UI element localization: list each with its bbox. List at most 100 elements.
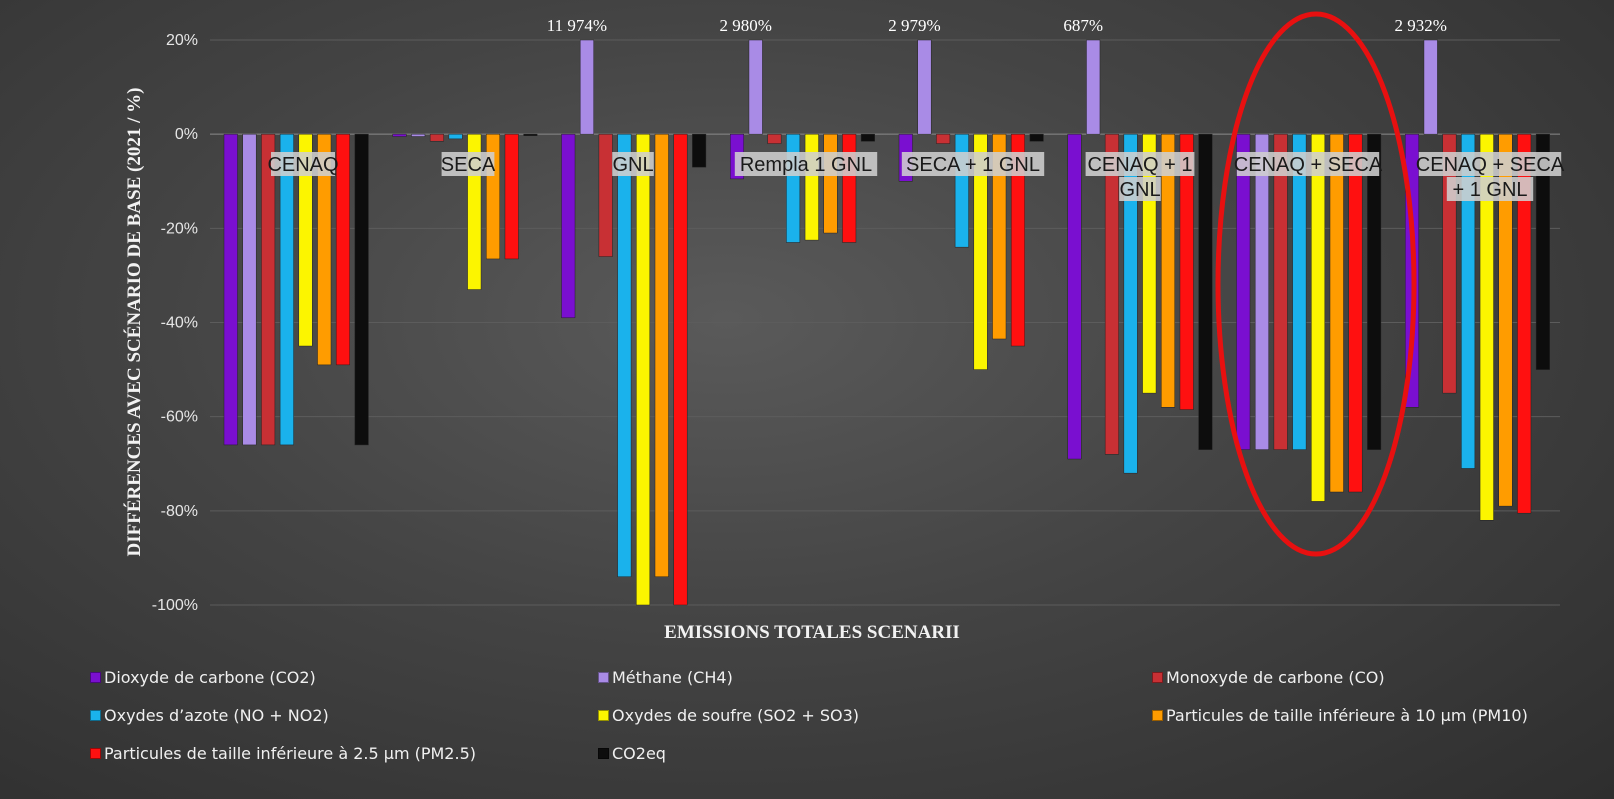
bar: [748, 39, 763, 135]
y-axis-title: DIFFÉRENCES AVEC SCÉNARIO DE BASE (2021 …: [123, 88, 145, 557]
category-label-box: [1085, 152, 1195, 176]
bar: [429, 133, 444, 142]
category-label-box: [734, 152, 878, 176]
legend-item: Monoxyde de carbone (CO): [1152, 668, 1385, 687]
legend-item: Oxydes de soufre (SO2 + SO3): [598, 706, 859, 725]
legend-label: Particules de taille inférieure à 2.5 µm…: [104, 744, 476, 763]
bar: [1535, 133, 1550, 370]
bar: [992, 133, 1007, 340]
legend-swatch: [598, 710, 609, 721]
bar: [804, 133, 819, 241]
bar: [523, 133, 538, 136]
category-label-box: [1418, 152, 1562, 176]
bar: [1067, 133, 1082, 460]
x-axis-title: EMISSIONS TOTALES SCENARII: [664, 622, 960, 643]
bar: [823, 133, 838, 234]
legend-swatch: [90, 672, 101, 683]
bar: [561, 133, 576, 319]
bar: [354, 133, 369, 446]
legend-item: Méthane (CH4): [598, 668, 733, 687]
bar: [335, 133, 350, 366]
y-tick-label: -60%: [161, 409, 198, 426]
bar: [411, 133, 426, 137]
legend-item: Oxydes d’azote (NO + NO2): [90, 706, 329, 725]
bar: [842, 133, 857, 243]
legend-label: Dioxyde de carbone (CO2): [104, 668, 316, 687]
bar: [917, 39, 932, 135]
category-label: CENAQ + 1: [1087, 154, 1192, 176]
bar: [504, 133, 519, 260]
category-label: GNL: [612, 154, 653, 176]
bar: [1461, 133, 1476, 469]
bar: [767, 133, 782, 144]
bar: [936, 133, 951, 144]
y-tick-label: 20%: [166, 32, 198, 49]
category-label-box: [1446, 177, 1534, 201]
legend-label: Méthane (CH4): [612, 668, 733, 687]
legend-swatch: [90, 710, 101, 721]
bar: [1123, 133, 1138, 474]
bar: [1423, 39, 1438, 135]
category-label-box: [612, 152, 654, 176]
legend-item: Particules de taille inférieure à 10 µm …: [1152, 706, 1528, 725]
category-label: GNL: [1119, 179, 1160, 201]
category-label: CENAQ + SECA: [1234, 154, 1383, 176]
bar: [636, 133, 651, 606]
legend-swatch: [1152, 672, 1163, 683]
bar: [448, 133, 463, 140]
bar: [1179, 133, 1194, 410]
y-tick-label: -40%: [161, 315, 198, 332]
overflow-label: 2 932%: [1394, 16, 1446, 35]
y-tick-label: -100%: [152, 597, 198, 614]
category-label-box: [1236, 152, 1380, 176]
legend-label: Oxydes de soufre (SO2 + SO3): [612, 706, 860, 725]
legend-swatch: [598, 748, 609, 759]
category-label: SECA + 1 GNL: [906, 154, 1040, 176]
bar: [1104, 133, 1119, 455]
y-tick-label: -20%: [161, 220, 198, 237]
category-label-box: [1119, 177, 1161, 201]
bar: [317, 133, 332, 366]
legend-swatch: [1152, 710, 1163, 721]
legend-swatch: [598, 672, 609, 683]
bar: [1010, 133, 1025, 347]
overflow-label: 687%: [1063, 16, 1103, 35]
category-label: CENAQ: [267, 154, 338, 176]
overflow-label: 2 980%: [719, 16, 771, 35]
bar: [1311, 133, 1326, 502]
y-tick-label: -80%: [161, 503, 198, 520]
bar: [617, 133, 632, 578]
bar: [673, 133, 688, 606]
bar: [1254, 133, 1269, 450]
legend-item: CO2eq: [598, 744, 666, 763]
category-label: CENAQ + SECA: [1416, 154, 1565, 176]
bar: [1273, 133, 1288, 450]
bar: [279, 133, 294, 446]
bar: [1348, 133, 1363, 493]
y-tick-label: 0%: [175, 126, 198, 143]
bar: [1329, 133, 1344, 493]
bar: [973, 133, 988, 370]
bar: [598, 133, 613, 257]
bar: [579, 39, 594, 135]
bar: [1292, 133, 1307, 450]
bar: [1236, 133, 1251, 450]
bar: [392, 133, 407, 137]
bar: [954, 133, 969, 248]
bar: [1367, 133, 1382, 450]
bar: [860, 133, 875, 142]
category-label-box: [901, 152, 1045, 176]
overflow-label: 11 974%: [547, 16, 607, 35]
highlight-ellipse: [1215, 11, 1417, 557]
legend-label: CO2eq: [612, 744, 666, 763]
legend-label: Oxydes d’azote (NO + NO2): [104, 706, 329, 725]
chart-plot: 20% 0% -20% -40% -60% -80% -100% 11 974% 2 980% 2…: [123, 11, 1565, 643]
category-label: Rempla 1 GNL: [740, 154, 872, 176]
bar: [298, 133, 313, 347]
bar: [1086, 39, 1101, 135]
legend-label: Particules de taille inférieure à 10 µm …: [1166, 706, 1528, 725]
bar: [1198, 133, 1213, 450]
bar: [223, 133, 238, 446]
category-label: + 1 GNL: [1452, 179, 1527, 201]
